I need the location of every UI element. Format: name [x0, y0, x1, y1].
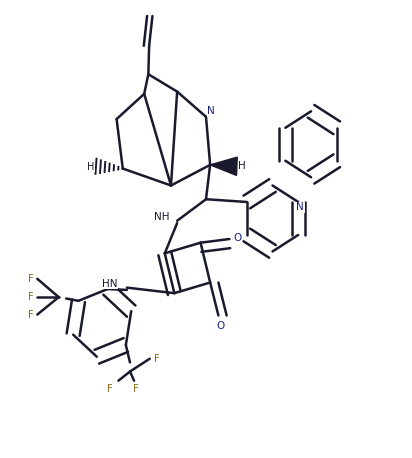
Text: H: H	[87, 162, 95, 172]
Polygon shape	[210, 157, 237, 175]
Text: F: F	[28, 310, 33, 320]
Text: O: O	[216, 321, 225, 331]
Text: F: F	[28, 274, 33, 284]
Text: H: H	[239, 161, 246, 171]
Text: F: F	[28, 292, 33, 302]
Text: O: O	[234, 233, 242, 243]
Text: N: N	[296, 202, 304, 213]
Text: F: F	[133, 384, 139, 394]
Text: HN: HN	[102, 279, 118, 289]
Text: F: F	[154, 354, 159, 364]
Text: F: F	[108, 384, 113, 394]
Text: N: N	[207, 106, 215, 116]
Text: NH: NH	[154, 212, 170, 222]
